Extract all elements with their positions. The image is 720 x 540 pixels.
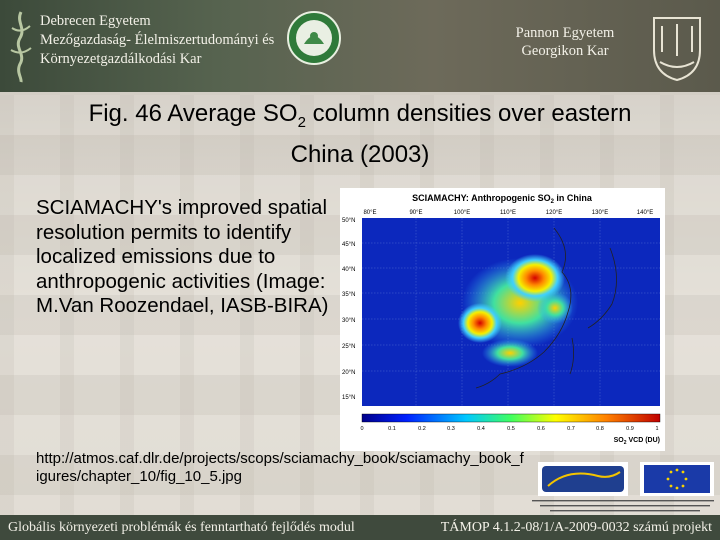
map-coastline (475, 227, 572, 389)
map-scale-label: 0 (360, 426, 363, 432)
header-left-line: Debrecen Egyetem (40, 13, 151, 29)
source-url[interactable]: http://atmos.caf.dlr.de/projects/scops/s… (36, 450, 524, 485)
title-text: Fig. 46 Average SO (88, 100, 298, 127)
map-title: SCIAMACHY: Anthropogenic SO2 in China (412, 193, 593, 205)
map-lon-label: 130°E (592, 210, 608, 216)
footer-module-name: Globális környezeti problémák és fenntar… (8, 520, 355, 535)
eu-flag-logo-icon (640, 462, 714, 496)
slide-header: Debrecen Egyetem Mezőgazdaság- Élelmisze… (0, 0, 720, 92)
uj-magyarorszag-logo-icon (538, 462, 628, 496)
map-lon-label: 90°E (409, 210, 422, 216)
map-lat-label: 25°N (342, 344, 355, 350)
map-lat-label: 35°N (342, 292, 355, 298)
title-subscript: 2 (297, 113, 306, 131)
map-title-text-continued: in China (554, 193, 593, 203)
title-text-continued: column densities over eastern China (200… (290, 100, 632, 168)
map-emission-area (482, 339, 538, 367)
map-lat-label: 40°N (342, 267, 355, 273)
map-lat-label: 45°N (342, 242, 355, 248)
slide-footer: Globális környezeti problémák és fenntar… (0, 515, 720, 540)
map-lat-label: 20°N (342, 370, 355, 376)
map-lat-label: 50°N (342, 218, 355, 224)
map-lon-label: 110°E (500, 210, 516, 216)
map-scale-label: 0.9 (626, 426, 634, 432)
map-emission-hotspot (537, 292, 573, 324)
map-coastline (587, 247, 617, 329)
map-title-text: SCIAMACHY: Anthropogenic SO (412, 193, 551, 203)
map-scale-label: 0.3 (447, 426, 455, 432)
map-lon-label: 140°E (637, 210, 653, 216)
map-scale-label: 0.4 (477, 426, 485, 432)
header-left-line: Mezőgazdaság- Élelmiszertudományi és (40, 32, 275, 48)
map-scale-label: 0.2 (418, 426, 426, 432)
map-coastline (569, 337, 574, 375)
university-emblem-icon (10, 11, 32, 83)
map-colorbar (361, 413, 661, 423)
map-unit-text: SO (614, 437, 625, 444)
map-lat-label: 30°N (342, 318, 355, 324)
map-unit-subscript: 2 (624, 440, 627, 446)
slide-title: Fig. 46 Average SO2 column densities ove… (60, 98, 660, 171)
map-lon-label: 100°E (454, 210, 470, 216)
header-faculty-name: Debrecen Egyetem Mezőgazdaság- Élelmisze… (40, 12, 274, 69)
faculty-seal-icon (287, 11, 341, 65)
map-scale-label: 0.7 (567, 426, 575, 432)
map-scale-label: 0.6 (537, 426, 545, 432)
map-unit-label: SO2 VCD (DU) (614, 437, 660, 446)
map-scale-label: 0.1 (388, 426, 396, 432)
map-lat-label: 15°N (342, 395, 355, 401)
map-scale-label: 0.8 (596, 426, 604, 432)
header-left-line: Környezetgazdálkodási Kar (40, 51, 202, 67)
so2-map-figure: SCIAMACHY: Anthropogenic SO2 in China 80… (340, 188, 665, 451)
header-partner-name: Pannon Egyetem Georgikon Kar (490, 24, 640, 60)
footer-project-id: TÁMOP 4.1.2-08/1/A-2009-0032 számú proje… (440, 520, 712, 535)
funding-notice-graphic (532, 500, 714, 512)
map-lon-label: 80°E (363, 210, 376, 216)
map-scale-label: 0.5 (507, 426, 515, 432)
map-emission-hotspot (505, 254, 565, 302)
header-right-line: Pannon Egyetem (515, 25, 615, 41)
map-lon-label: 120°E (546, 210, 562, 216)
map-title-subscript: 2 (551, 199, 555, 205)
partner-crest-icon (653, 17, 701, 82)
map-emission-hotspot (458, 303, 502, 343)
map-unit-text-continued: VCD (DU) (627, 437, 660, 444)
body-paragraph: SCIAMACHY's improved spatial resolution … (36, 196, 329, 317)
header-right-line: Georgikon Kar (521, 43, 609, 59)
map-scale-label: 1 (655, 426, 658, 432)
